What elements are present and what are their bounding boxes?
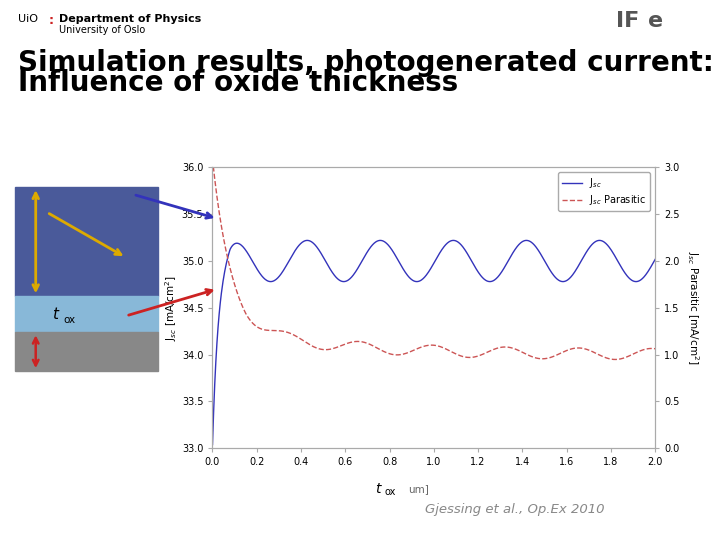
Text: t: t [52,307,58,322]
Y-axis label: J$_{sc}$ Parasitic [mA/cm$^2$]: J$_{sc}$ Parasitic [mA/cm$^2$] [685,251,701,364]
Y-axis label: J$_{sc}$ [mA/cm$^2$]: J$_{sc}$ [mA/cm$^2$] [163,275,179,341]
Text: UiO: UiO [18,14,38,24]
Bar [15,187,158,296]
Bar [15,333,158,371]
Text: e: e [648,11,663,31]
Text: Influence of oxide thickness: Influence of oxide thickness [18,69,458,97]
Text: IF: IF [616,11,639,31]
Text: Department of Physics: Department of Physics [59,14,202,24]
Text: Gjessing et al., Op.Ex 2010: Gjessing et al., Op.Ex 2010 [425,503,604,516]
Text: :: : [49,14,54,26]
Text: ox: ox [384,488,395,497]
Text: um]: um] [408,484,429,494]
Legend: J$_{sc}$, J$_{sc}$ Parasitic: J$_{sc}$, J$_{sc}$ Parasitic [558,172,650,211]
Text: University of Oslo: University of Oslo [59,25,145,36]
Text: Simulation results, photogenerated current:: Simulation results, photogenerated curre… [18,49,714,77]
Bar [15,296,158,333]
Text: t: t [375,482,381,496]
Text: ox: ox [63,315,76,325]
